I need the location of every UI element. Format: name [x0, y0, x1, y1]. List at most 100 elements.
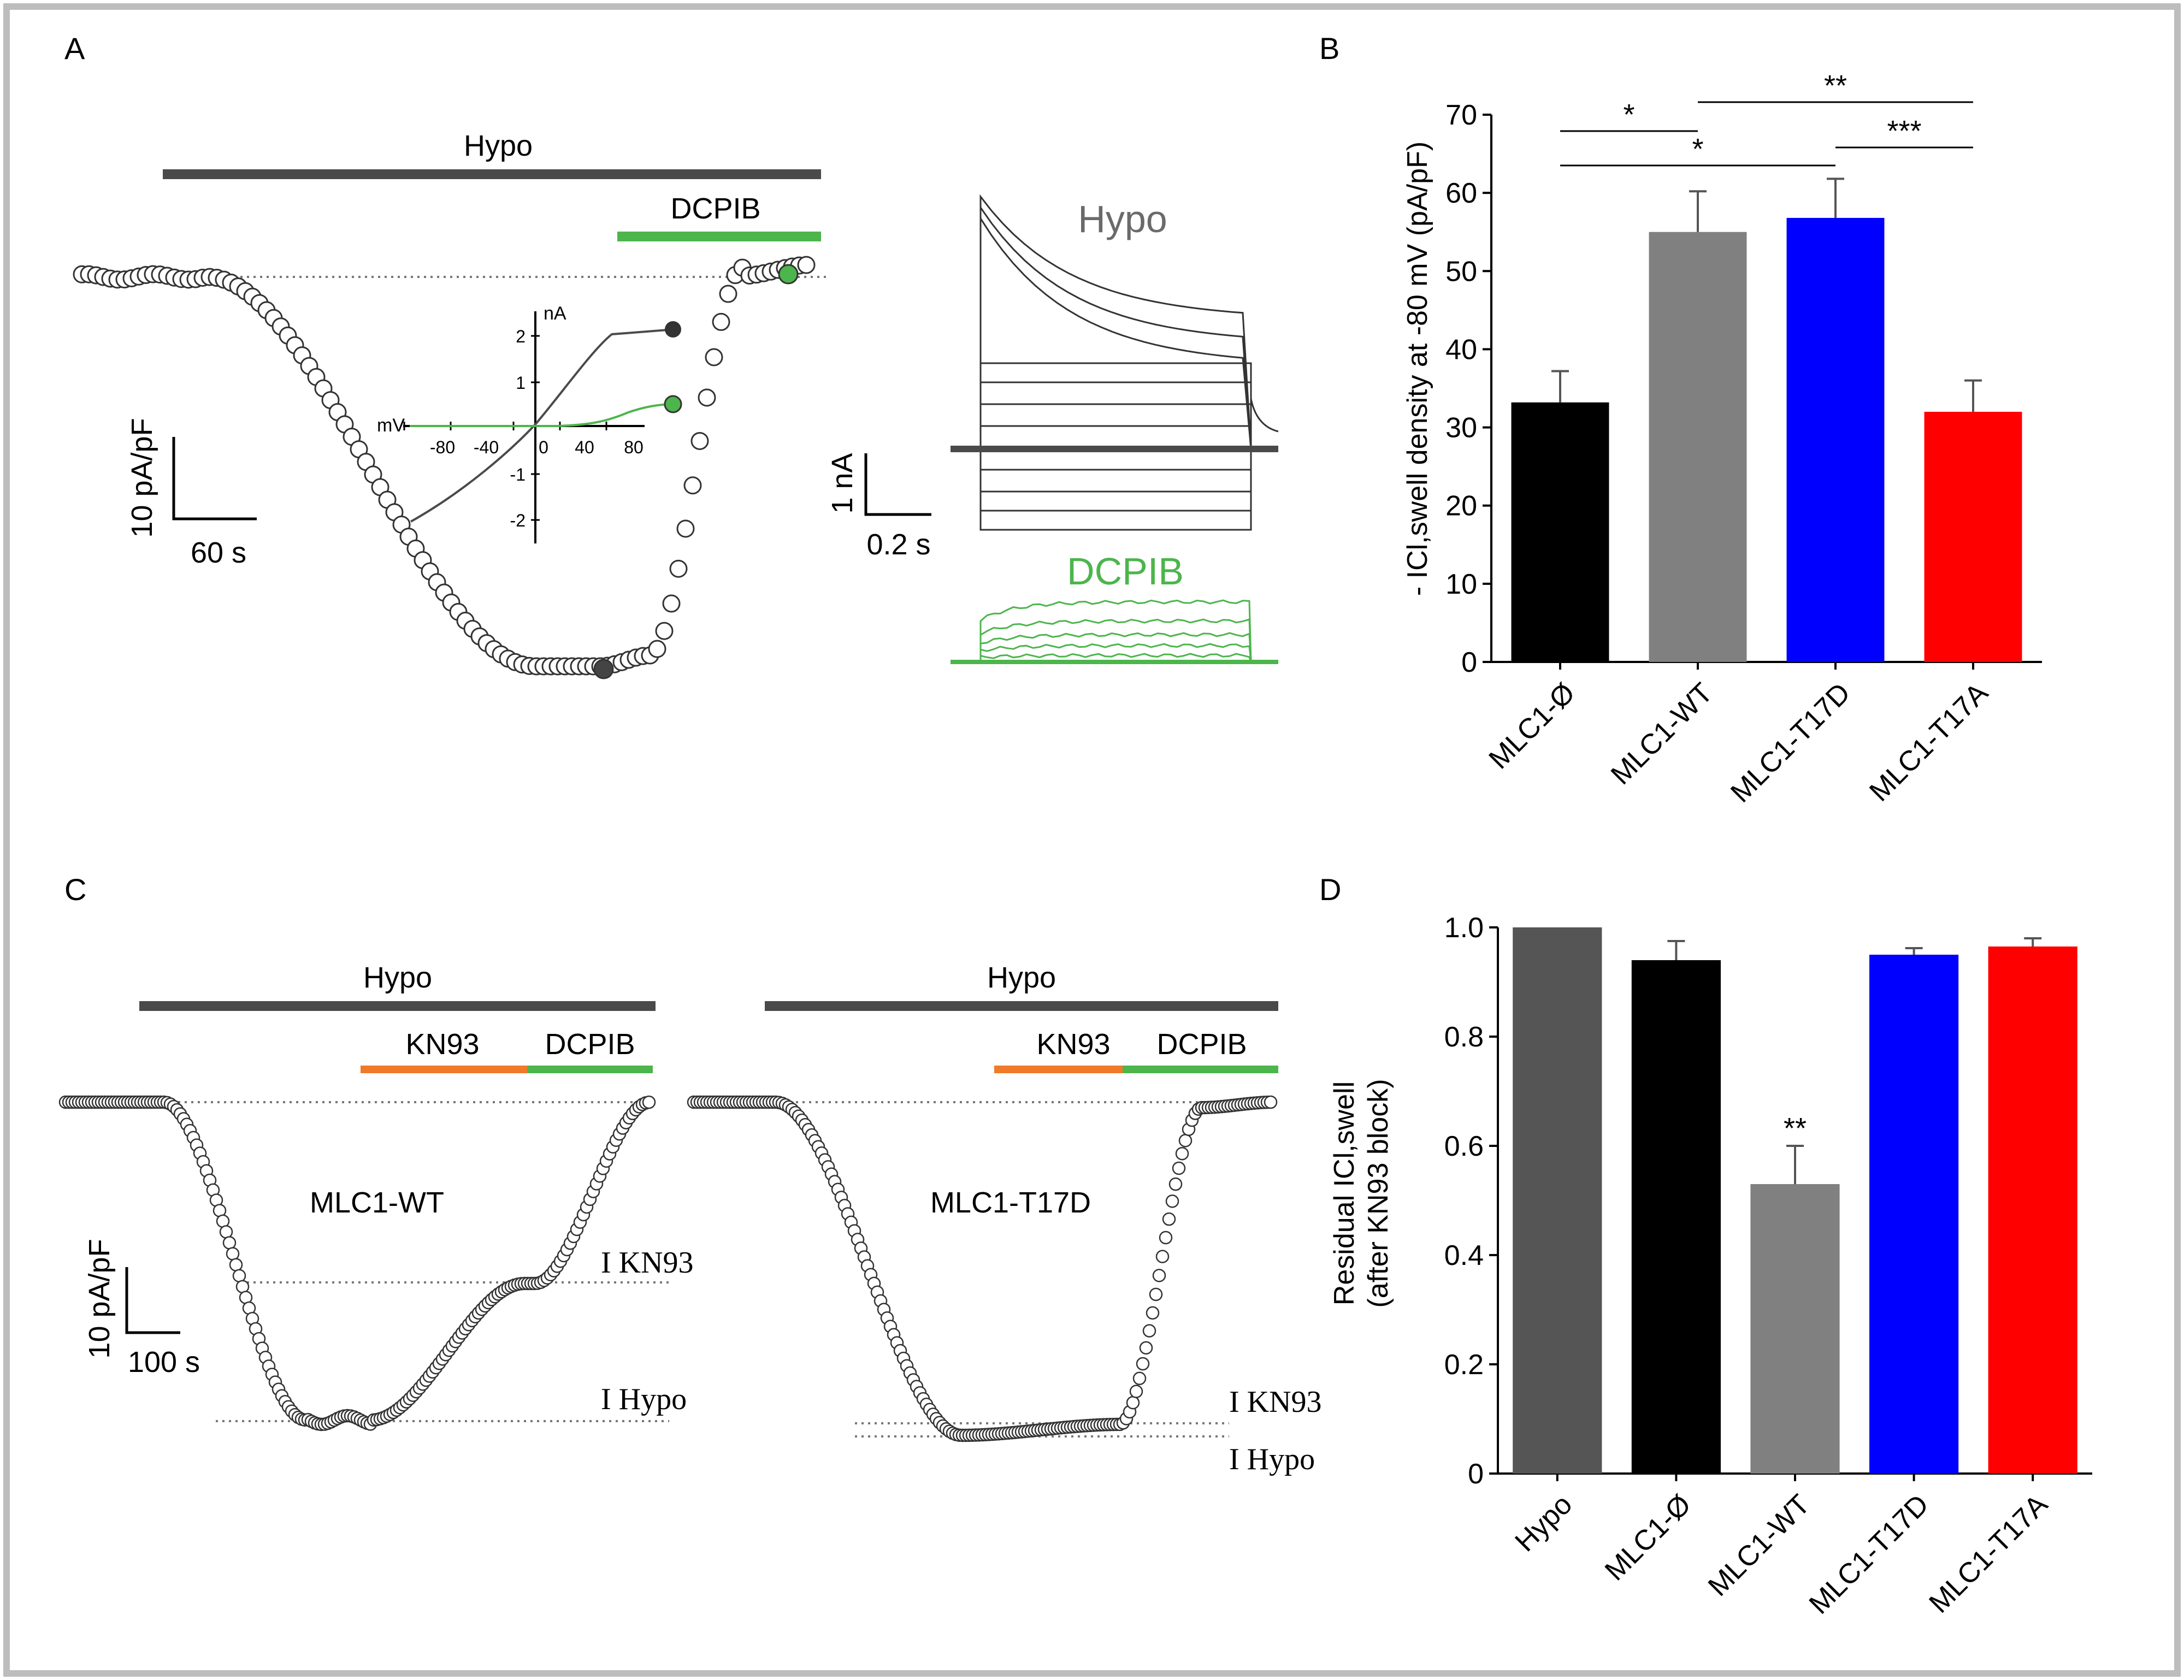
dcpib-trace	[979, 599, 1252, 662]
c-right-i-hypo: I Hypo	[1229, 1442, 1315, 1476]
y-tick-label: 0.6	[1444, 1131, 1484, 1162]
bar-mlc1-wt	[1750, 1184, 1840, 1474]
timecourse-point	[712, 312, 730, 331]
c-point	[219, 1225, 233, 1239]
c-point	[226, 1247, 240, 1261]
bar-mlc1-t17a	[1924, 411, 2022, 662]
iv-curve-hypo	[410, 328, 675, 523]
c-point	[1178, 1134, 1193, 1147]
traces-scale-y: 1 nA	[826, 453, 859, 513]
c-point	[1149, 1287, 1163, 1302]
hypo-trace-tail	[1250, 398, 1279, 449]
hypo-trace	[979, 449, 1252, 531]
significance-label: ***	[1887, 115, 1921, 147]
significance-label: *	[1623, 98, 1634, 131]
significance-label: *	[1692, 133, 1703, 165]
y-tick-label: 0	[1461, 647, 1477, 678]
dcpib-trace	[979, 632, 1252, 662]
c-left-kn93-bar	[361, 1066, 527, 1073]
timecourse-point	[662, 594, 681, 613]
bar-mlc1-	[1511, 402, 1609, 662]
iv-curve-dcpib	[410, 403, 675, 427]
bar-mlc1-t17d	[1786, 217, 1885, 662]
inset-x-tick-label: -80	[430, 437, 455, 457]
panel-label-b: B	[1319, 31, 1339, 66]
current-traces: Hypo DCPIB 1 nA 0.2 s	[826, 194, 1279, 664]
significance-label: **	[1784, 1112, 1807, 1145]
timecourse-point	[690, 431, 709, 450]
c-point	[222, 1236, 237, 1250]
c-right-hypo-label: Hypo	[987, 961, 1056, 994]
inset-x-unit: mV	[377, 415, 405, 436]
chart-d-ylabel-1: Residual ICl,swell	[1329, 1081, 1360, 1305]
timecourse-point	[655, 622, 674, 640]
c-scale-x: 100 s	[128, 1346, 200, 1379]
c-point	[1146, 1306, 1160, 1320]
dcpib-bar	[617, 232, 821, 241]
c-left-hypo-bar	[139, 1001, 656, 1011]
hypo-trace	[979, 205, 1252, 449]
c-point	[1159, 1231, 1173, 1245]
inset-y-tick-label: -1	[510, 465, 526, 484]
timecourse-point	[797, 256, 816, 274]
y-tick-label: 0.8	[1444, 1021, 1484, 1053]
c-point	[1155, 1250, 1170, 1263]
c-right-kn93-bar	[994, 1066, 1123, 1073]
inset-y-unit: nA	[544, 303, 566, 324]
c-point	[1264, 1095, 1278, 1109]
dcpib-trace	[979, 618, 1252, 662]
timecourse-point	[705, 348, 723, 366]
chart-d-ylabel-2: (after KN93 block)	[1362, 1079, 1394, 1308]
traces-scale-bar	[864, 453, 931, 516]
y-tick-label: 0.4	[1444, 1240, 1484, 1271]
c-point	[1136, 1357, 1150, 1371]
scale-y-label: 10 pA/pF	[126, 418, 158, 537]
c-scale-y: 10 pA/pF	[83, 1239, 116, 1358]
inset-x-tick-label: 40	[575, 437, 594, 457]
scale-bar	[172, 437, 257, 520]
c-left-hypo-label: Hypo	[363, 961, 432, 994]
c-left-kn93-label: KN93	[405, 1028, 479, 1061]
hypo-traces	[979, 194, 1279, 531]
c-point	[1142, 1324, 1156, 1338]
c-point	[232, 1269, 246, 1283]
c-point	[1172, 1161, 1186, 1175]
significance-label: **	[1824, 69, 1847, 102]
timecourse-point	[698, 388, 716, 407]
chart-b: - ICl,swell density at -80 mV (pA/pF) 0 1…	[1402, 69, 2042, 809]
timecourse-point-dcpib	[778, 264, 799, 285]
timecourse-point	[683, 476, 702, 495]
dcpib-trace	[979, 643, 1252, 662]
c-left-i-kn93: I KN93	[601, 1246, 694, 1280]
y-tick-label: 50	[1445, 256, 1477, 287]
c-right-hypo-bar	[765, 1001, 1278, 1011]
bar-mlc1-t17a	[1988, 947, 2077, 1474]
y-tick-label: 0	[1468, 1458, 1484, 1490]
bar-mlc1-wt	[1649, 232, 1747, 662]
y-tick-label: 30	[1445, 412, 1477, 444]
bar-hypo	[1513, 927, 1602, 1474]
panel-a: Hypo DCPIB 10 pA/pF 60 s mV nA -80 -40 0 40…	[73, 129, 1279, 679]
y-tick-label: 0.2	[1444, 1349, 1484, 1381]
inset-x-tick-label: -40	[474, 437, 499, 457]
panel-label-d: D	[1319, 872, 1341, 907]
inset-x-tick-label: 80	[624, 437, 644, 457]
timecourse-point	[648, 640, 666, 658]
bar-mlc1-	[1631, 960, 1721, 1474]
c-right-dcpib-label: DCPIB	[1156, 1028, 1247, 1061]
c-point	[642, 1095, 656, 1109]
iv-point-dcpib	[664, 395, 682, 413]
y-tick-label: 60	[1445, 178, 1477, 209]
c-point	[1152, 1269, 1166, 1282]
bar-mlc1-t17d	[1869, 955, 1959, 1474]
chart-b-ylabel: - ICl,swell density at -80 mV (pA/pF)	[1402, 141, 1433, 596]
y-tick-label: 1.0	[1444, 912, 1484, 944]
c-scale-bar	[125, 1267, 180, 1334]
panel-c: Hypo KN93 DCPIB MLC1-WT I KN93 I Hypo 10…	[58, 961, 1322, 1476]
c-point	[1126, 1395, 1140, 1410]
scale-x-label: 60 s	[191, 536, 246, 569]
y-tick-label: 40	[1445, 334, 1477, 365]
c-left-timecourse	[58, 1095, 656, 1431]
traces-dcpib-label: DCPIB	[1067, 550, 1184, 593]
